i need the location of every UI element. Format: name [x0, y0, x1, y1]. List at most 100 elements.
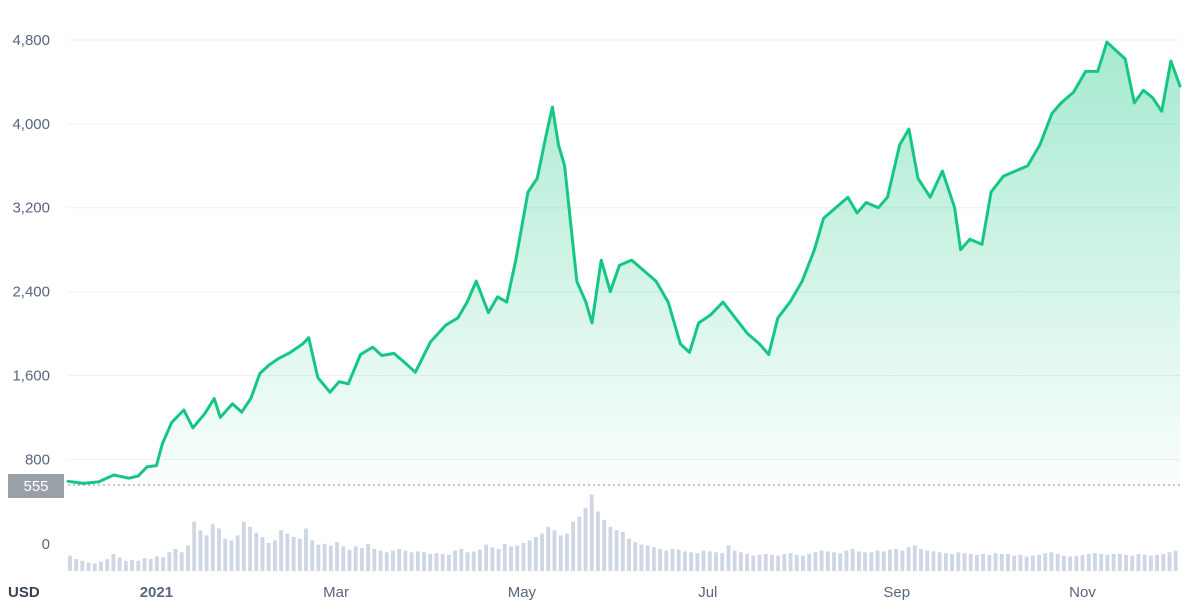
volume-bar [912, 545, 917, 571]
volume-bar [695, 553, 700, 571]
volume-bar [502, 543, 507, 571]
volume-bar [782, 554, 787, 571]
volume-bar [602, 520, 607, 571]
volume-bar [813, 552, 818, 571]
volume-bar [1086, 554, 1091, 571]
volume-bar [894, 548, 899, 571]
volume-bar [111, 554, 116, 571]
volume-bar [509, 546, 513, 571]
volume-bar [142, 558, 147, 571]
volume-bar [863, 552, 868, 571]
y-tick-label: 3,200 [12, 200, 50, 217]
volume-bar [875, 550, 880, 571]
volume-bar [1080, 554, 1085, 571]
volume-bar [527, 540, 532, 571]
volume-bar [484, 544, 489, 571]
x-tick-label: Mar [323, 584, 349, 601]
volume-bar [1006, 554, 1010, 571]
volume-bar [229, 540, 234, 571]
volume-bar [92, 563, 97, 571]
reference-badge: 555 [8, 474, 64, 498]
volume-bar [304, 528, 308, 571]
volume-bar [856, 551, 861, 571]
volume-bar [322, 543, 327, 571]
price-series-line [66, 40, 1182, 485]
volume-bar [1130, 555, 1135, 571]
volume-bar [74, 559, 79, 571]
x-tick-label: 2021 [140, 584, 173, 601]
y-tick-label: 2,400 [12, 284, 50, 301]
volume-bar [745, 554, 749, 571]
volume-bar [658, 548, 663, 571]
volume-bar [987, 554, 992, 571]
volume-bar [881, 551, 886, 571]
x-axis: 2021 Mar May Jul Sep Nov [140, 584, 1097, 601]
volume-bar [1161, 554, 1166, 571]
volume-bar [888, 549, 892, 571]
volume-bar [999, 554, 1004, 571]
y-tick-label: 4,000 [12, 116, 50, 133]
volume-bar [1155, 554, 1159, 571]
volume-bar [80, 560, 85, 571]
volume-bar [943, 553, 948, 571]
volume-bar [993, 553, 998, 571]
volume-bar [676, 549, 681, 571]
volume-bar [440, 554, 445, 571]
volume-bar [757, 554, 762, 571]
volume-bar [639, 544, 644, 571]
volume-bar [409, 552, 414, 571]
y-tick-label: 800 [25, 451, 50, 468]
volume-bar [415, 551, 420, 571]
volume-bar [241, 521, 246, 571]
volume-bar [1030, 555, 1035, 571]
volume-bar [465, 552, 470, 571]
volume-bar [1093, 553, 1097, 571]
volume-bar [217, 528, 221, 571]
volume-bar [335, 542, 339, 571]
volume-bar [204, 535, 209, 571]
volume-bar [1018, 554, 1023, 571]
volume-bar [105, 559, 110, 571]
y-axis: 800 1,600 2,400 3,200 4,000 4,800 [12, 32, 50, 468]
volume-bar [1117, 554, 1122, 571]
volume-bar [651, 547, 656, 571]
volume-bar [1037, 554, 1041, 571]
volume-bar [788, 553, 793, 571]
volume-bar [683, 551, 687, 571]
volume-bar [620, 531, 625, 571]
currency-label: USD [8, 584, 40, 601]
volume-bar [167, 552, 172, 571]
volume-bar [260, 537, 265, 571]
volume-bar [310, 540, 315, 571]
volume-bar [763, 554, 768, 571]
x-tick-label: Jul [698, 584, 717, 601]
volume-bar [974, 554, 979, 571]
volume-bar [148, 559, 153, 571]
volume-bar [273, 540, 277, 571]
volume-bar [341, 546, 346, 571]
volume-bar [1055, 554, 1060, 571]
volume-bar [434, 553, 439, 571]
volume-bar [931, 551, 936, 571]
volume-bar [173, 548, 178, 571]
volume-bar [968, 554, 973, 571]
volume-bar [521, 542, 526, 571]
volume-bar [533, 537, 538, 571]
volume-bar [962, 553, 967, 571]
volume-bar [384, 552, 389, 571]
volume-bar [1068, 556, 1073, 571]
volume-bar [1024, 556, 1029, 571]
volume-bar [608, 526, 613, 571]
volume-bar [583, 508, 588, 571]
volume-bar [807, 554, 812, 571]
volume-bar [701, 550, 706, 571]
volume-bar [614, 530, 619, 571]
volume-bar [123, 560, 128, 571]
x-tick-label: Sep [883, 584, 910, 601]
volume-bar [546, 526, 551, 571]
volume-bar [1061, 555, 1066, 571]
volume-bar [1043, 553, 1048, 571]
volume-bar [291, 537, 296, 571]
